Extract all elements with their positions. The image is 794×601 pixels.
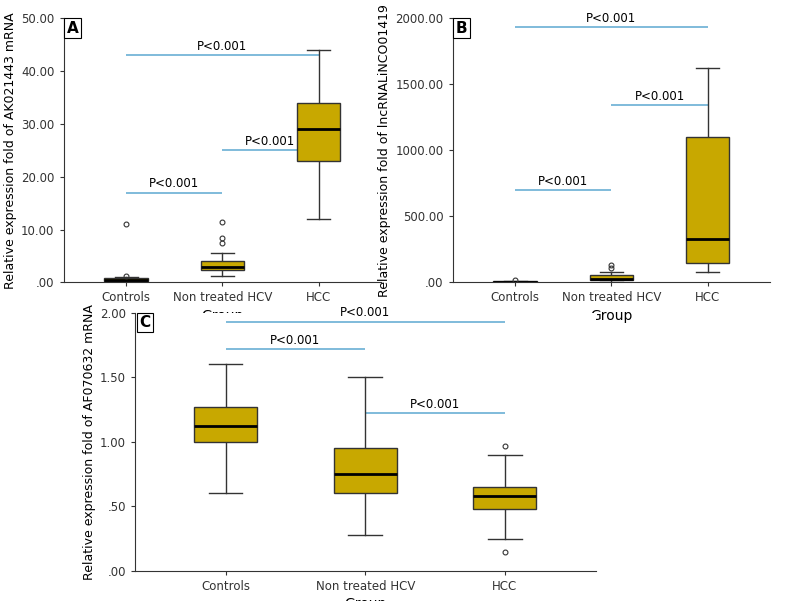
Bar <box>494 281 537 282</box>
Bar <box>297 103 340 161</box>
Text: P<0.001: P<0.001 <box>538 175 588 188</box>
Bar <box>195 407 257 442</box>
X-axis label: Group: Group <box>590 309 633 323</box>
Text: A: A <box>67 20 79 35</box>
Text: P<0.001: P<0.001 <box>245 135 295 148</box>
Bar <box>333 448 397 493</box>
Bar <box>473 487 536 509</box>
Text: P<0.001: P<0.001 <box>586 12 637 25</box>
Y-axis label: Relative expression fold of AF070632 mRNA: Relative expression fold of AF070632 mRN… <box>83 304 96 580</box>
Text: P<0.001: P<0.001 <box>197 40 248 53</box>
Bar <box>105 278 148 281</box>
Text: P<0.001: P<0.001 <box>270 334 321 347</box>
Bar <box>201 261 244 270</box>
Y-axis label: Relative expression fold of AK021443 mRNA: Relative expression fold of AK021443 mRN… <box>4 12 17 288</box>
Text: C: C <box>140 315 151 330</box>
Text: P<0.001: P<0.001 <box>410 398 461 411</box>
Y-axis label: Relative expression fold of lncRNALiNCO01419: Relative expression fold of lncRNALiNCO0… <box>378 4 391 297</box>
X-axis label: Group: Group <box>344 597 387 601</box>
Bar <box>590 275 633 281</box>
Text: P<0.001: P<0.001 <box>634 90 684 103</box>
Text: P<0.001: P<0.001 <box>149 177 199 191</box>
X-axis label: Group: Group <box>201 309 244 323</box>
Bar <box>686 137 729 263</box>
Text: B: B <box>456 20 468 35</box>
Text: P<0.001: P<0.001 <box>340 307 391 320</box>
